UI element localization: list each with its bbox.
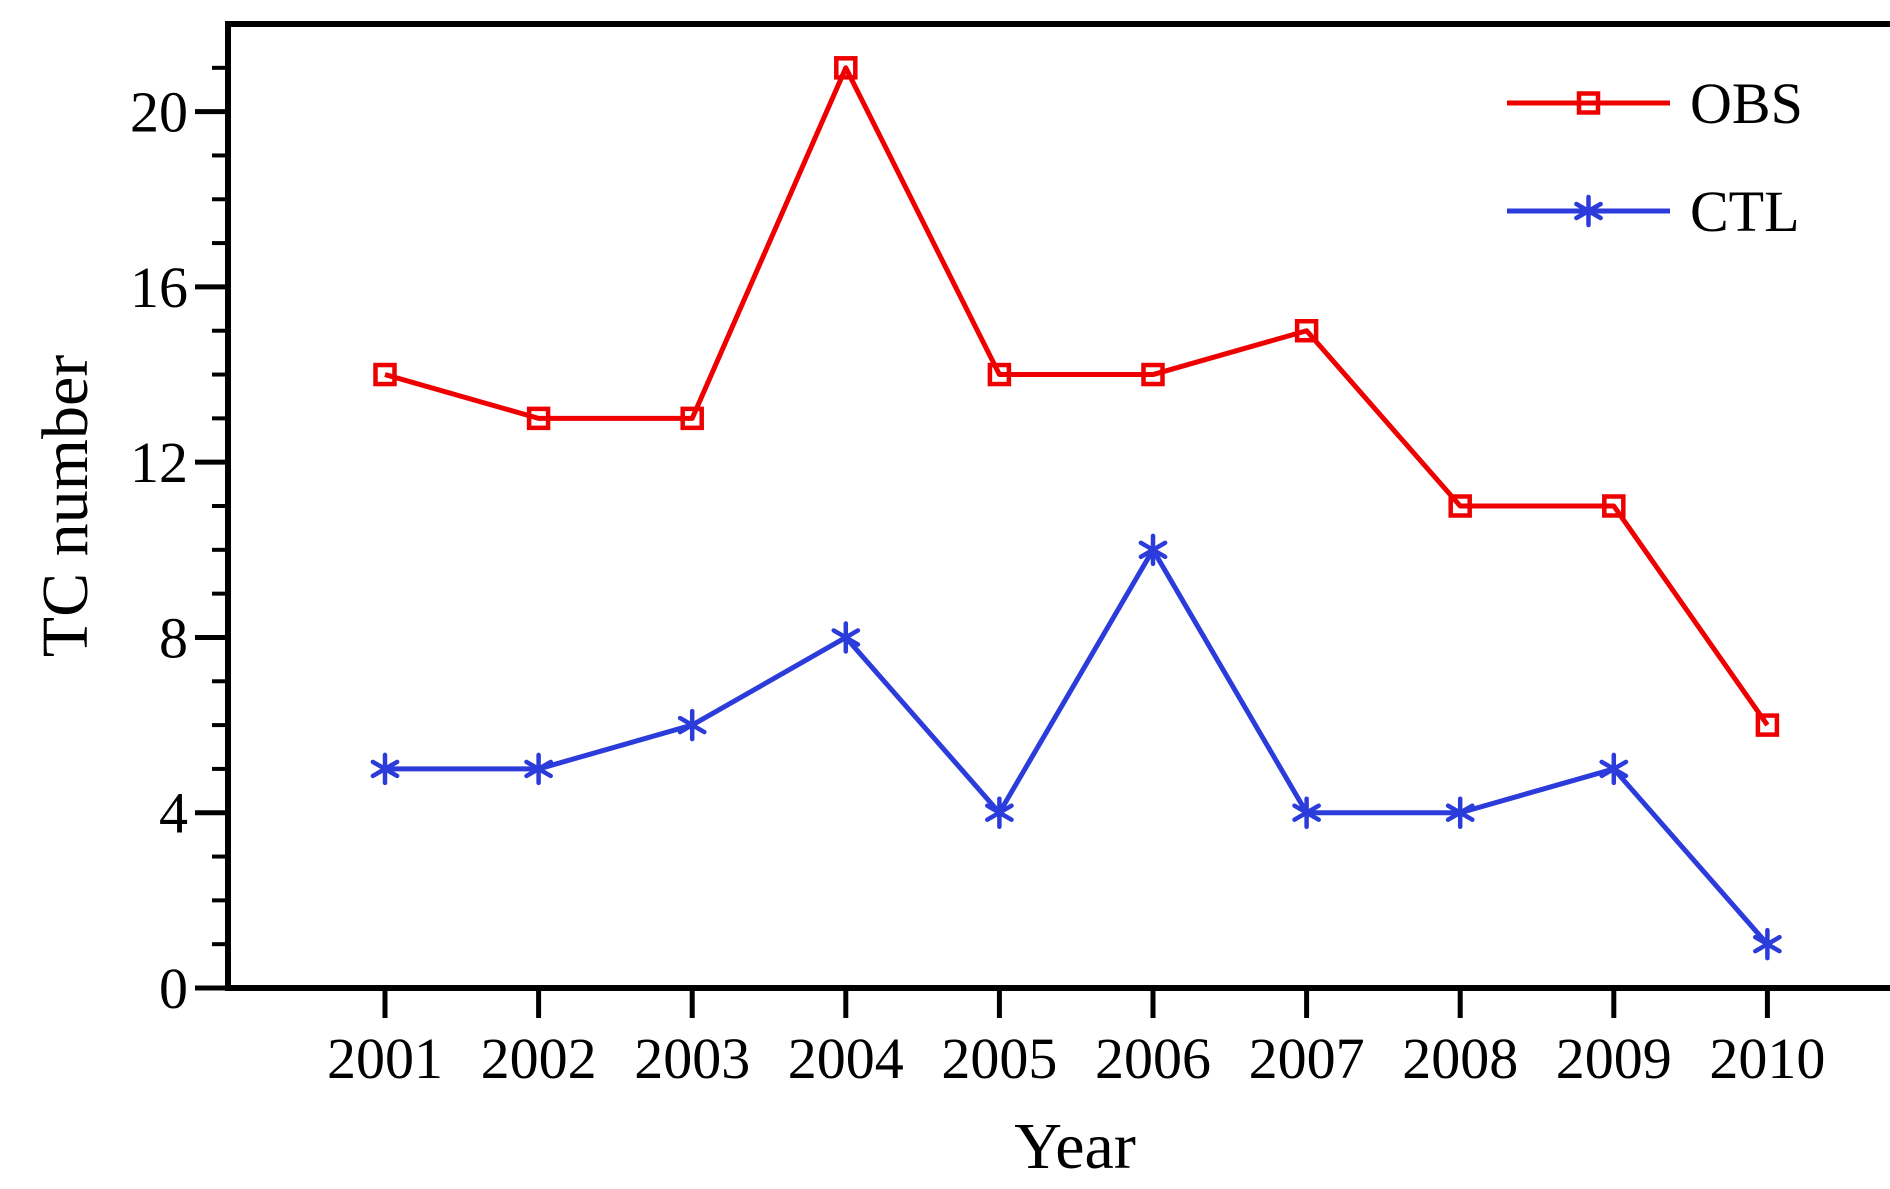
marker-ctl-2005 (985, 796, 1014, 829)
marker-ctl-2004 (831, 621, 861, 654)
marker-ctl-2010 (1753, 927, 1782, 961)
marker-ctl-2002 (524, 752, 553, 786)
x-axis-tick-label: 2009 (1556, 1026, 1672, 1091)
y-axis-tick-label: 8 (159, 605, 188, 670)
legend-marker-obs (1576, 91, 1601, 115)
y-axis-tick-label: 4 (159, 781, 188, 846)
plot-area: 0 4 8 12 16 20 2001 2002 2003 2004 2005 2006 2007 200… (130, 21, 1890, 1091)
legend-label-obs: OBS (1690, 71, 1803, 136)
x-axis-title: Year (1014, 1110, 1136, 1173)
marker-obs-2010 (1755, 713, 1780, 737)
marker-ctl-2007 (1292, 796, 1321, 829)
plot-frame (225, 21, 1890, 991)
x-axis-tick-label: 2004 (788, 1026, 904, 1091)
legend: OBS CTL (1507, 71, 1803, 244)
tc-number-chart: 0 4 8 12 16 20 2001 2002 2003 2004 2005 2006 2007 200… (40, 16, 1890, 1173)
y-axis-tick-label: 16 (130, 255, 188, 320)
x-axis-tick-label: 2010 (1709, 1026, 1825, 1091)
marker-obs-2002 (526, 406, 551, 431)
marker-ctl-2006 (1138, 533, 1168, 567)
marker-obs-2009 (1602, 494, 1626, 518)
y-axis-tick-label: 0 (159, 956, 188, 1021)
x-axis-tick-label: 2006 (1095, 1026, 1211, 1091)
y-axis-title: TC number (40, 355, 102, 657)
x-axis-tick-label: 2001 (327, 1026, 443, 1091)
marker-obs-2006 (1141, 362, 1165, 387)
x-axis-tick-label: 2002 (481, 1026, 597, 1091)
x-axis-tick-label: 2007 (1249, 1026, 1365, 1091)
marker-obs-2004 (834, 56, 858, 80)
chart-canvas: 0 4 8 12 16 20 2001 2002 2003 2004 2005 2006 2007 200… (40, 21, 1890, 1173)
y-axis-tick-label: 12 (130, 430, 188, 495)
marker-obs-2003 (680, 406, 704, 431)
marker-ctl-2009 (1599, 752, 1629, 786)
y-axis-tick-label: 20 (130, 80, 188, 145)
marker-obs-2005 (987, 362, 1012, 387)
marker-obs-2001 (373, 362, 397, 387)
legend-label-ctl: CTL (1690, 179, 1800, 244)
x-axis-tick-label: 2008 (1402, 1026, 1518, 1091)
marker-obs-2008 (1448, 494, 1472, 518)
marker-ctl-2001 (370, 752, 400, 786)
series-line-obs (384, 65, 1770, 727)
legend-marker-ctl (1574, 194, 1603, 228)
series-line-ctl (385, 547, 1770, 946)
marker-ctl-2008 (1445, 796, 1475, 829)
marker-ctl-2003 (677, 708, 707, 742)
marker-obs-2007 (1294, 318, 1319, 343)
x-axis-tick-label: 2003 (634, 1026, 750, 1091)
x-axis-tick-label: 2005 (941, 1026, 1057, 1091)
